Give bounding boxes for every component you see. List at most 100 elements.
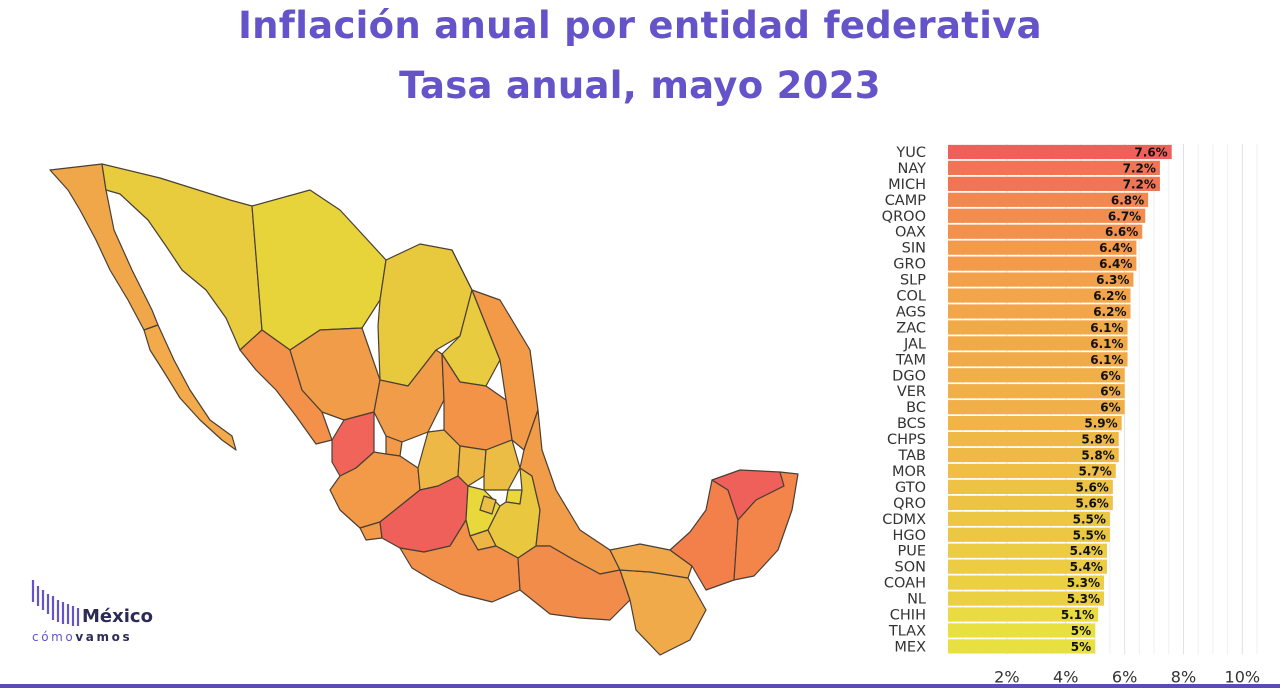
x-tick-label: 2% [994, 667, 1019, 686]
category-label: QROO [882, 209, 926, 225]
category-label: SLP [900, 273, 926, 289]
bar [948, 240, 1137, 255]
category-label: CHIH [890, 608, 926, 624]
category-label: NAY [898, 161, 927, 177]
data-label: 5.4% [1070, 544, 1103, 558]
bar [948, 639, 1096, 654]
logo-tagline-a: cómo [32, 630, 76, 644]
data-label: 6.3% [1096, 273, 1129, 287]
bar [948, 543, 1107, 558]
bar [948, 447, 1119, 463]
bar [948, 400, 1125, 415]
category-label: ZAC [896, 320, 926, 336]
data-label: 5.5% [1073, 528, 1106, 542]
category-label: MEX [894, 639, 926, 655]
category-label: YUC [895, 145, 926, 161]
data-label: 6% [1100, 369, 1120, 383]
logo-tagline-b: vamos [75, 630, 133, 644]
bar [948, 623, 1096, 638]
map-state-chih [251, 189, 387, 351]
bar [948, 463, 1116, 479]
data-label: 7.6% [1134, 145, 1167, 159]
category-label: PUE [897, 544, 926, 560]
category-label: VER [897, 384, 926, 400]
x-tick-label: 10% [1225, 667, 1261, 686]
bar [948, 224, 1143, 239]
bar [948, 511, 1110, 526]
category-label: SIN [902, 241, 926, 257]
bar [948, 336, 1128, 351]
category-label: MOR [892, 464, 926, 480]
logo-word: México [82, 606, 153, 627]
data-label: 6.8% [1111, 193, 1144, 207]
data-label: 5.8% [1081, 449, 1114, 463]
data-label: 5.1% [1061, 608, 1094, 622]
bar [948, 256, 1137, 271]
bar [948, 144, 1172, 160]
data-label: 7.2% [1123, 161, 1156, 175]
data-label: 5.3% [1067, 576, 1100, 590]
chart-subtitle: Tasa anual, mayo 2023 [399, 64, 881, 107]
category-label: BCS [897, 416, 926, 432]
category-label: CAMP [885, 193, 927, 209]
data-label: 5.7% [1078, 464, 1111, 478]
bar [948, 304, 1131, 319]
category-label: COL [896, 289, 926, 305]
data-label: 6.4% [1099, 257, 1132, 271]
map-state-tam [471, 289, 539, 451]
data-label: 6.6% [1105, 225, 1138, 239]
mexico-como-vamos-logo: México cómovamos [28, 576, 178, 646]
data-label: 5% [1071, 624, 1091, 638]
bar [948, 208, 1146, 223]
category-label: TAM [895, 352, 926, 368]
category-label: AGS [896, 304, 926, 320]
bar [948, 495, 1113, 510]
data-label: 5% [1071, 640, 1091, 654]
x-tick-label: 8% [1171, 667, 1196, 686]
map-state-qroo [733, 471, 799, 581]
data-label: 7.2% [1123, 177, 1156, 191]
logo-tagline: cómovamos [32, 630, 132, 644]
data-label: 5.6% [1076, 480, 1109, 494]
x-tick-label: 4% [1053, 667, 1078, 686]
map-state-cdmx [479, 495, 497, 515]
data-label: 6.2% [1093, 305, 1126, 319]
data-label: 6.2% [1093, 289, 1126, 303]
bar [948, 320, 1128, 335]
data-label: 5.3% [1067, 592, 1100, 606]
data-label: 5.9% [1084, 417, 1117, 431]
map-state-son [101, 163, 263, 351]
map-state-bcs [143, 324, 237, 451]
category-label: GRO [893, 257, 926, 273]
data-label: 6% [1100, 401, 1120, 415]
category-label: OAX [895, 225, 926, 241]
data-label: 5.6% [1076, 496, 1109, 510]
category-label: DGO [892, 368, 926, 384]
bars-waveform-icon [31, 580, 80, 626]
map-state-qro [457, 445, 487, 487]
bar [948, 416, 1122, 431]
category-label: TLAX [888, 623, 926, 639]
category-label: BC [906, 400, 926, 416]
data-label: 6.7% [1108, 209, 1141, 223]
bar [948, 176, 1160, 191]
bar-chart: YUC 7.6% NAY 7.2% MICH 7.2% CAMP 6.8% QROO 6.7% OA… [882, 144, 1261, 686]
data-label: 6.1% [1090, 353, 1123, 367]
category-label: COAH [884, 576, 926, 592]
bar [948, 591, 1104, 606]
mexico-choropleth-map [49, 163, 799, 656]
data-label: 5.5% [1073, 512, 1106, 526]
bar [948, 607, 1099, 622]
bottom-divider [0, 684, 1280, 688]
data-label: 6.1% [1090, 337, 1123, 351]
map-state-chps [619, 569, 707, 656]
x-tick-label: 6% [1112, 667, 1137, 686]
category-label: MICH [888, 177, 926, 193]
data-label: 5.8% [1081, 433, 1114, 447]
bar [948, 192, 1149, 207]
data-label: 5.4% [1070, 560, 1103, 574]
chart-title: Inflación anual por entidad federativa [238, 4, 1042, 47]
data-label: 6% [1100, 385, 1120, 399]
map-state-gro [399, 519, 521, 603]
data-label: 6.4% [1099, 241, 1132, 255]
